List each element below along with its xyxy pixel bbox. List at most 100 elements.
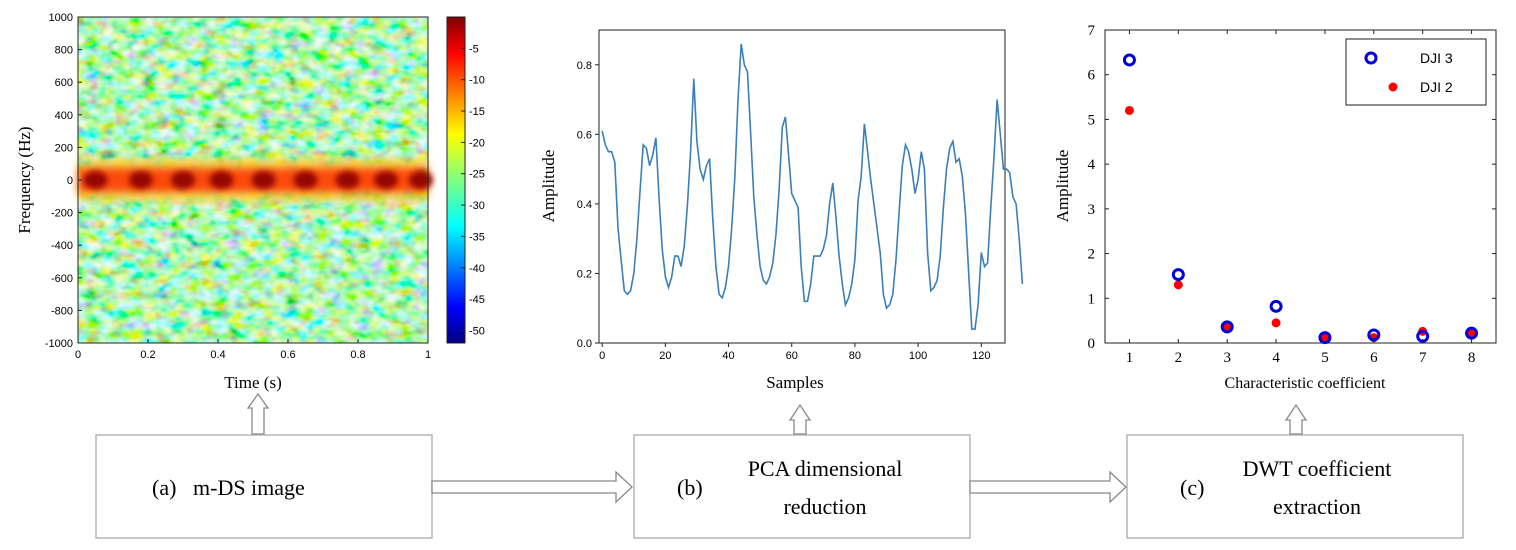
pca-line-chart: 0 20 40 60 80 100 120 0.0 0.2 0.4 0.6 0.8 Samples A… (539, 29, 1024, 392)
y-tick-label: -200 (51, 208, 73, 220)
x-tick-label: 1 (1126, 350, 1134, 366)
colorbar-tick-label: -20 (469, 137, 485, 149)
y-tick-label: 400 (55, 110, 73, 122)
arrow-a-to-b (431, 470, 633, 504)
block-a-box (95, 434, 433, 539)
x-tick-label: 80 (849, 350, 861, 362)
band-hotspot (251, 171, 276, 189)
band-hotspot (374, 171, 398, 189)
band-hotspot (83, 171, 108, 189)
legend-open-marker (1364, 51, 1378, 65)
y-tick-label: -600 (51, 273, 73, 285)
block-b: (b) PCA dimensional reduction (633, 434, 971, 539)
block-b-letter: (b) (677, 475, 703, 500)
chart-a-xlabel: Time (s) (224, 373, 281, 392)
chart-a-ylabel: Frequency (Hz) (15, 126, 34, 233)
legend-box (1345, 38, 1487, 106)
block-a: (a) m-DS image (95, 434, 433, 539)
y-tick-label: 3 (1088, 202, 1096, 218)
colorbar-tick-label: -40 (469, 263, 485, 275)
band-hotspot (171, 171, 195, 189)
point-dji3 (1122, 53, 1136, 67)
block-b-label-line2: reduction (783, 494, 866, 519)
x-tick-label: 6 (1370, 350, 1378, 366)
spectrogram-chart: 0 0.2 0.4 0.6 0.8 1 1000 800 600 400 200 0 -200 -400 -… (15, 12, 485, 392)
y-tick-label: 0.0 (577, 338, 592, 350)
y-tick-label: 200 (55, 142, 73, 154)
block-a-letter: (a) (152, 475, 176, 500)
x-tick-label: 0 (75, 349, 81, 361)
point-dji2 (1222, 322, 1232, 332)
colorbar-tick-label: -50 (469, 325, 485, 337)
colorbar-tick-label: -35 (469, 231, 485, 243)
flow-arrows (431, 470, 1127, 504)
x-tick-label: 1 (425, 349, 431, 361)
y-tick-label: 7 (1088, 23, 1096, 39)
block-c-label-line1: DWT coefficient (1243, 456, 1392, 481)
up-arrow-b (788, 403, 812, 435)
chart-c-xlabel: Characteristic coefficient (1225, 375, 1387, 392)
block-c: (c) DWT coefficient extraction (1126, 434, 1464, 539)
up-arrows (246, 392, 1308, 435)
block-a-label: m-DS image (193, 475, 305, 500)
colorbar-tick-label: -15 (469, 106, 485, 118)
x-tick-label: 3 (1223, 350, 1231, 366)
x-tick-label: 2 (1175, 350, 1183, 366)
x-tick-label: 5 (1321, 350, 1329, 366)
point-dji3 (1171, 268, 1185, 282)
up-arrow-c (1284, 403, 1308, 435)
arrow-b-to-c (969, 470, 1127, 504)
x-tick-label: 40 (722, 350, 734, 362)
colorbar (446, 16, 466, 344)
point-dji3 (1220, 320, 1234, 334)
y-tick-label: 0 (67, 175, 73, 187)
band-hotspot (409, 171, 433, 189)
point-dji3 (1269, 299, 1283, 313)
legend-label-dji2: DJI 2 (1420, 79, 1453, 95)
band-hotspot (293, 171, 318, 189)
y-tick-label: 1 (1088, 291, 1096, 307)
y-tick-label: 0.8 (577, 60, 592, 72)
amplitude-series-line (601, 43, 1024, 330)
block-c-letter: (c) (1180, 475, 1204, 500)
y-tick-label: 0 (1088, 336, 1096, 352)
block-c-box (1126, 434, 1464, 539)
point-dji2 (1320, 333, 1330, 343)
x-tick-label: 20 (659, 350, 671, 362)
x-tick-label: 8 (1468, 350, 1476, 366)
block-b-label-line1: PCA dimensional (748, 456, 903, 481)
y-tick-label: 0.4 (577, 199, 592, 211)
block-c-label-line2: extraction (1273, 494, 1361, 519)
colorbar-tick-label: -10 (469, 75, 485, 87)
x-tick-label: 60 (786, 350, 798, 362)
colorbar-tick-label: -5 (469, 43, 479, 55)
x-tick-label: 0 (599, 350, 605, 362)
y-tick-label: 1000 (49, 12, 73, 24)
legend-filled-marker (1388, 82, 1398, 92)
chart-b-frame (598, 29, 1006, 344)
spectrogram-band (78, 158, 433, 202)
band-hotspot (209, 171, 234, 189)
y-tick-label: 6 (1088, 68, 1096, 84)
dwt-scatter-chart: 1 2 3 4 5 6 7 8 0 1 2 3 4 5 6 7 DJI 3 DJI 2 Characteris… (1053, 23, 1497, 392)
point-dji2 (1124, 105, 1134, 115)
y-tick-label: -1000 (45, 338, 73, 350)
band-hotspot (335, 171, 360, 189)
colorbar-tick-label: -30 (469, 200, 485, 212)
y-tick-label: 2 (1088, 247, 1096, 263)
point-dji2 (1173, 280, 1183, 290)
chart-c-legend: DJI 3 DJI 2 (1345, 38, 1487, 106)
x-tick-label: 100 (909, 350, 927, 362)
colorbar-tick-label: -25 (469, 169, 485, 181)
block-b-box (633, 434, 971, 539)
chart-b-xlabel: Samples (766, 373, 824, 392)
point-dji3 (1416, 329, 1430, 343)
y-tick-label: -400 (51, 240, 73, 252)
y-tick-label: 800 (55, 45, 73, 57)
chart-c-ylabel: Amplitude (1053, 150, 1072, 223)
point-dji3 (1318, 331, 1332, 345)
y-tick-label: 4 (1088, 157, 1096, 173)
x-tick-label: 120 (972, 350, 990, 362)
x-tick-label: 0.6 (280, 349, 295, 361)
